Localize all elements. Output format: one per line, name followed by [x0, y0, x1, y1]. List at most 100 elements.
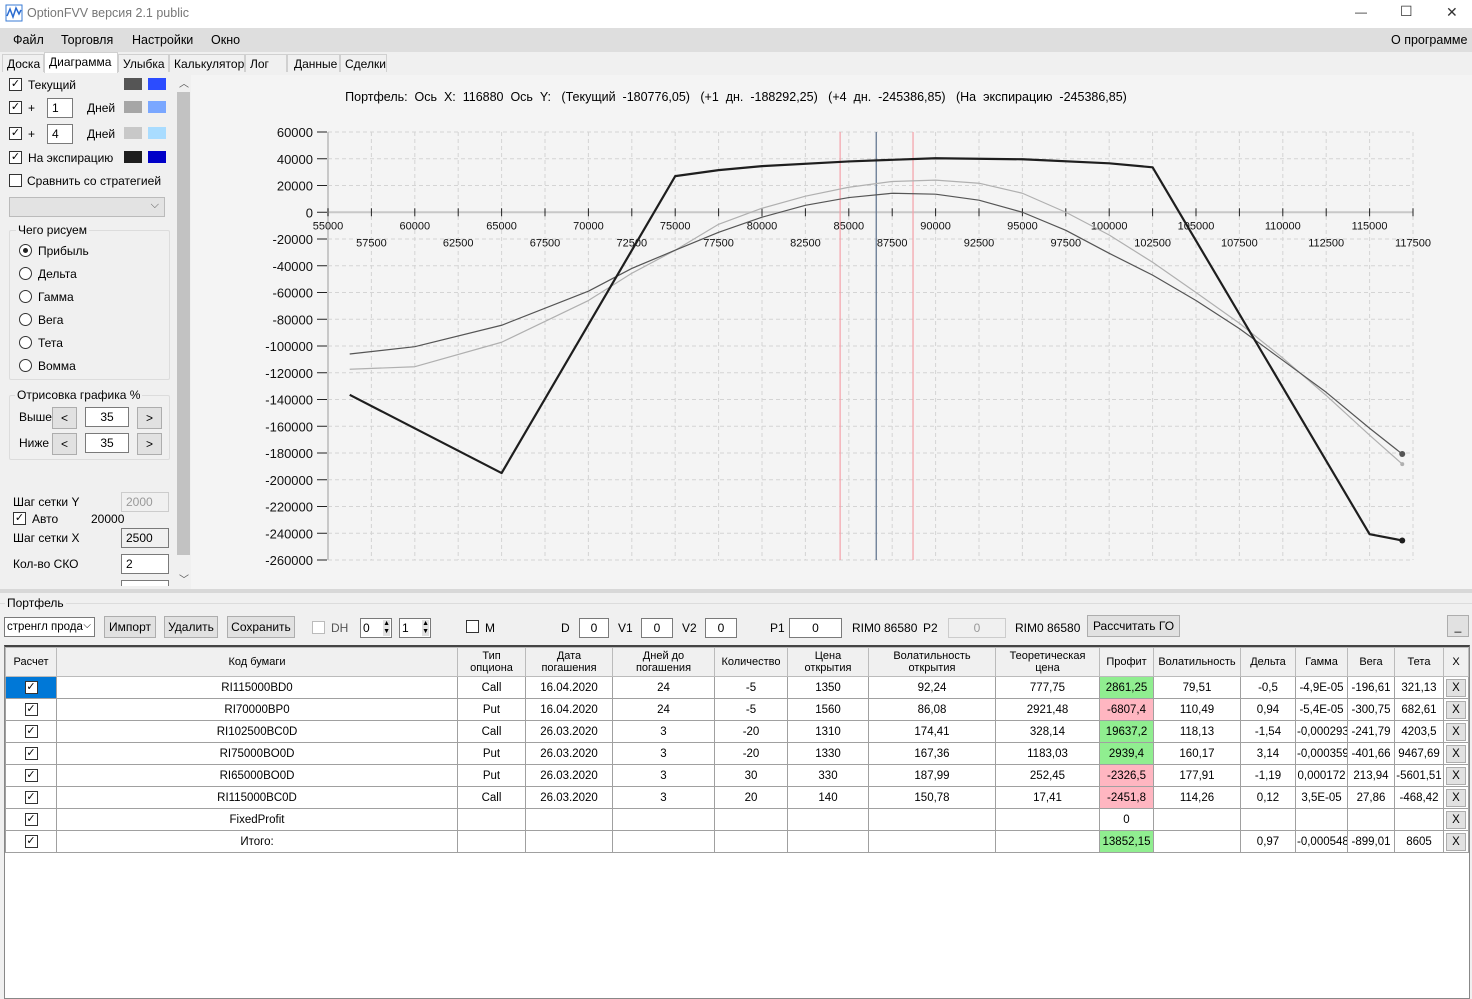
spin-arrows-icon[interactable]: ▲ ▼ — [383, 620, 390, 636]
spin1-input[interactable]: 0 ▲ ▼ — [360, 618, 392, 638]
plus4-color-swatch[interactable] — [124, 127, 142, 139]
expiration-color-swatch[interactable] — [124, 151, 142, 163]
scroll-up-icon[interactable]: ︿ — [179, 79, 189, 90]
table-cell[interactable]: 1330 — [787, 742, 869, 765]
tab-diagram[interactable]: Диаграмма — [44, 52, 118, 73]
table-cell[interactable]: Call — [457, 720, 526, 743]
table-cell[interactable]: Put — [457, 742, 526, 765]
menu-file[interactable]: Файл — [13, 33, 44, 47]
table-cell[interactable]: RI115000BC0D — [56, 786, 458, 809]
import-button[interactable]: Импорт — [104, 616, 156, 638]
table-cell[interactable] — [787, 830, 869, 853]
dh-checkbox[interactable] — [312, 621, 325, 634]
table-cell[interactable]: 174,41 — [868, 720, 996, 743]
table-cell[interactable]: 24 — [612, 698, 715, 721]
tab-calculator[interactable]: Калькулятор — [169, 54, 245, 72]
menu-window[interactable]: Окно — [211, 33, 241, 47]
table-cell[interactable]: 17,41 — [995, 786, 1100, 809]
table-cell[interactable]: 330 — [787, 764, 869, 787]
column-header[interactable]: Тип опциона — [457, 647, 526, 677]
table-row[interactable]: ✓ Итого: 13852,15 0,97 -0,000548 -899,01 8605 X — [5, 830, 1469, 853]
table-cell[interactable]: 110,49 — [1153, 698, 1241, 721]
table-cell[interactable]: 118,13 — [1153, 720, 1241, 743]
table-cell[interactable] — [525, 830, 613, 853]
table-cell[interactable]: -20 — [714, 742, 788, 765]
table-cell[interactable] — [525, 808, 613, 831]
above-input[interactable]: 35 — [85, 407, 129, 427]
partial-input[interactable] — [121, 580, 169, 586]
table-cell[interactable]: -0,5 — [1240, 676, 1296, 699]
table-cell[interactable]: 0,94 — [1240, 698, 1296, 721]
radio-4[interactable] — [19, 336, 32, 349]
column-header[interactable]: Теоретическая цена — [995, 647, 1100, 677]
table-row[interactable]: ✓ RI115000BC0D Call 26.03.2020 3 20 140 150,78 1… — [5, 786, 1469, 809]
menu-trading[interactable]: Торговля — [61, 33, 114, 47]
table-cell[interactable]: RI75000BO0D — [56, 742, 458, 765]
table-cell[interactable]: 252,45 — [995, 764, 1100, 787]
table-cell[interactable]: -0,000359 — [1295, 742, 1348, 765]
table-cell[interactable]: 2861,25 — [1099, 676, 1154, 699]
table-row[interactable]: ✓ RI102500BC0D Call 26.03.2020 3 -20 1310 174,4… — [5, 720, 1469, 743]
table-cell[interactable] — [868, 830, 996, 853]
table-cell[interactable] — [612, 808, 715, 831]
delete-button[interactable]: Удалить — [164, 616, 218, 638]
table-cell[interactable]: 3 — [612, 720, 715, 743]
table-cell[interactable]: 777,75 — [995, 676, 1100, 699]
table-cell[interactable]: -241,79 — [1347, 720, 1395, 743]
plus4-color-swatch-alt[interactable] — [148, 127, 166, 139]
calc-cell[interactable]: ✓ — [5, 786, 57, 809]
tab-data[interactable]: Данные — [287, 54, 340, 72]
radio-5[interactable] — [19, 359, 32, 372]
table-cell[interactable]: -0,000548 — [1295, 830, 1348, 853]
table-cell[interactable]: -5601,51 — [1394, 764, 1444, 787]
plus4-days-input[interactable]: 4 — [47, 124, 73, 144]
calc-cell[interactable]: ✓ — [5, 742, 57, 765]
table-cell[interactable]: -2451,8 — [1099, 786, 1154, 809]
calculate-go-button[interactable]: Рассчитать ГО — [1087, 615, 1180, 637]
table-cell[interactable] — [1295, 808, 1348, 831]
table-cell[interactable]: 1310 — [787, 720, 869, 743]
column-header[interactable]: Дата погашения — [525, 647, 613, 677]
plus1-checkbox[interactable]: ✓ — [9, 101, 22, 114]
table-cell[interactable]: 321,13 — [1394, 676, 1444, 699]
p1-input[interactable]: 0 — [789, 618, 842, 638]
column-header[interactable]: Код бумаги — [56, 647, 458, 677]
table-cell[interactable]: 3 — [612, 742, 715, 765]
table-cell[interactable] — [1153, 830, 1241, 853]
below-input[interactable]: 35 — [85, 433, 129, 453]
column-header[interactable]: Цена открытия — [787, 647, 869, 677]
table-cell[interactable] — [995, 830, 1100, 853]
table-cell[interactable]: 150,78 — [868, 786, 996, 809]
delete-row-button[interactable]: X — [1446, 832, 1466, 851]
table-cell[interactable]: 140 — [787, 786, 869, 809]
table-cell[interactable]: -899,01 — [1347, 830, 1395, 853]
calc-checkbox[interactable]: ✓ — [24, 835, 38, 848]
collapse-button[interactable]: _ — [1447, 615, 1469, 637]
table-cell[interactable] — [714, 830, 788, 853]
table-cell[interactable]: -196,61 — [1347, 676, 1395, 699]
above-increase-button[interactable]: > — [137, 407, 162, 429]
above-decrease-button[interactable]: < — [52, 407, 77, 429]
table-cell[interactable]: 30 — [714, 764, 788, 787]
table-cell[interactable]: 92,24 — [868, 676, 996, 699]
table-cell[interactable]: 4203,5 — [1394, 720, 1444, 743]
radio-3[interactable] — [19, 313, 32, 326]
table-cell[interactable]: 0,97 — [1240, 830, 1296, 853]
table-cell[interactable]: 1560 — [787, 698, 869, 721]
profit-chart[interactable]: 60000 40000 20000 0 -20000 -40000 -60000 -80000… — [191, 75, 1472, 589]
column-header[interactable]: Расчет — [5, 647, 57, 677]
table-cell[interactable]: RI70000BP0 — [56, 698, 458, 721]
table-cell[interactable]: 3 — [612, 786, 715, 809]
table-cell[interactable]: Put — [457, 698, 526, 721]
d-input[interactable]: 0 — [579, 618, 609, 638]
grid-x-input[interactable]: 2500 — [121, 528, 169, 548]
table-cell[interactable]: -468,42 — [1394, 786, 1444, 809]
p2-input[interactable]: 0 — [948, 618, 1006, 638]
table-cell[interactable]: 2939,4 — [1099, 742, 1154, 765]
table-cell[interactable]: -5 — [714, 698, 788, 721]
table-cell[interactable]: 26.03.2020 — [525, 764, 613, 787]
delete-row-button[interactable]: X — [1446, 722, 1466, 741]
table-cell[interactable]: 0 — [1099, 808, 1154, 831]
table-row[interactable]: ✓ RI115000BD0 Call 16.04.2020 24 -5 1350 92,24 7… — [5, 676, 1469, 699]
save-button[interactable]: Сохранить — [227, 616, 295, 638]
